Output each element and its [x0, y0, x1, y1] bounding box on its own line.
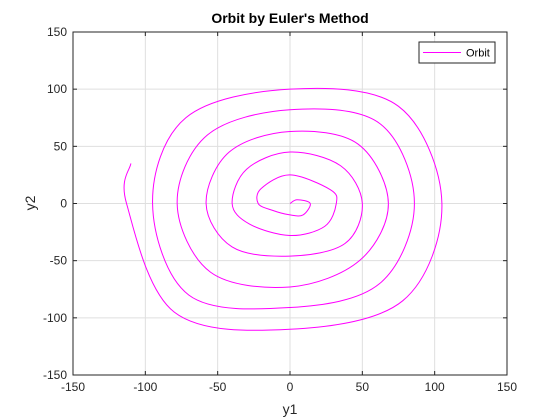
chart-title: Orbit by Euler's Method [211, 10, 368, 26]
x-tick-label: -50 [209, 380, 227, 394]
y-tick-label: -100 [43, 311, 67, 325]
y-tick-label: 150 [47, 25, 67, 39]
x-tick-label: -100 [133, 380, 157, 394]
x-tick-label: 50 [356, 380, 370, 394]
x-tick-label: 100 [425, 380, 445, 394]
x-tick-label: -150 [61, 380, 85, 394]
plot-area: -150 -100 -50 0 50 100 150 -150 -100 -50 0 50 100 150 [43, 25, 517, 394]
x-tick-label: 0 [287, 380, 294, 394]
series-line-orbit [123, 87, 443, 331]
y-tick-label: 50 [54, 139, 68, 153]
y-tick-label: -50 [50, 254, 68, 268]
legend: Orbit [418, 41, 496, 64]
legend-label-orbit: Orbit [466, 48, 490, 60]
y-axis-label: y2 [22, 195, 38, 210]
y-tick-label: 0 [60, 197, 67, 211]
y-tick-label: -150 [43, 368, 67, 382]
x-tick-label: 150 [497, 380, 517, 394]
y-tick-label: 100 [47, 82, 67, 96]
x-axis-label: y1 [283, 401, 298, 417]
